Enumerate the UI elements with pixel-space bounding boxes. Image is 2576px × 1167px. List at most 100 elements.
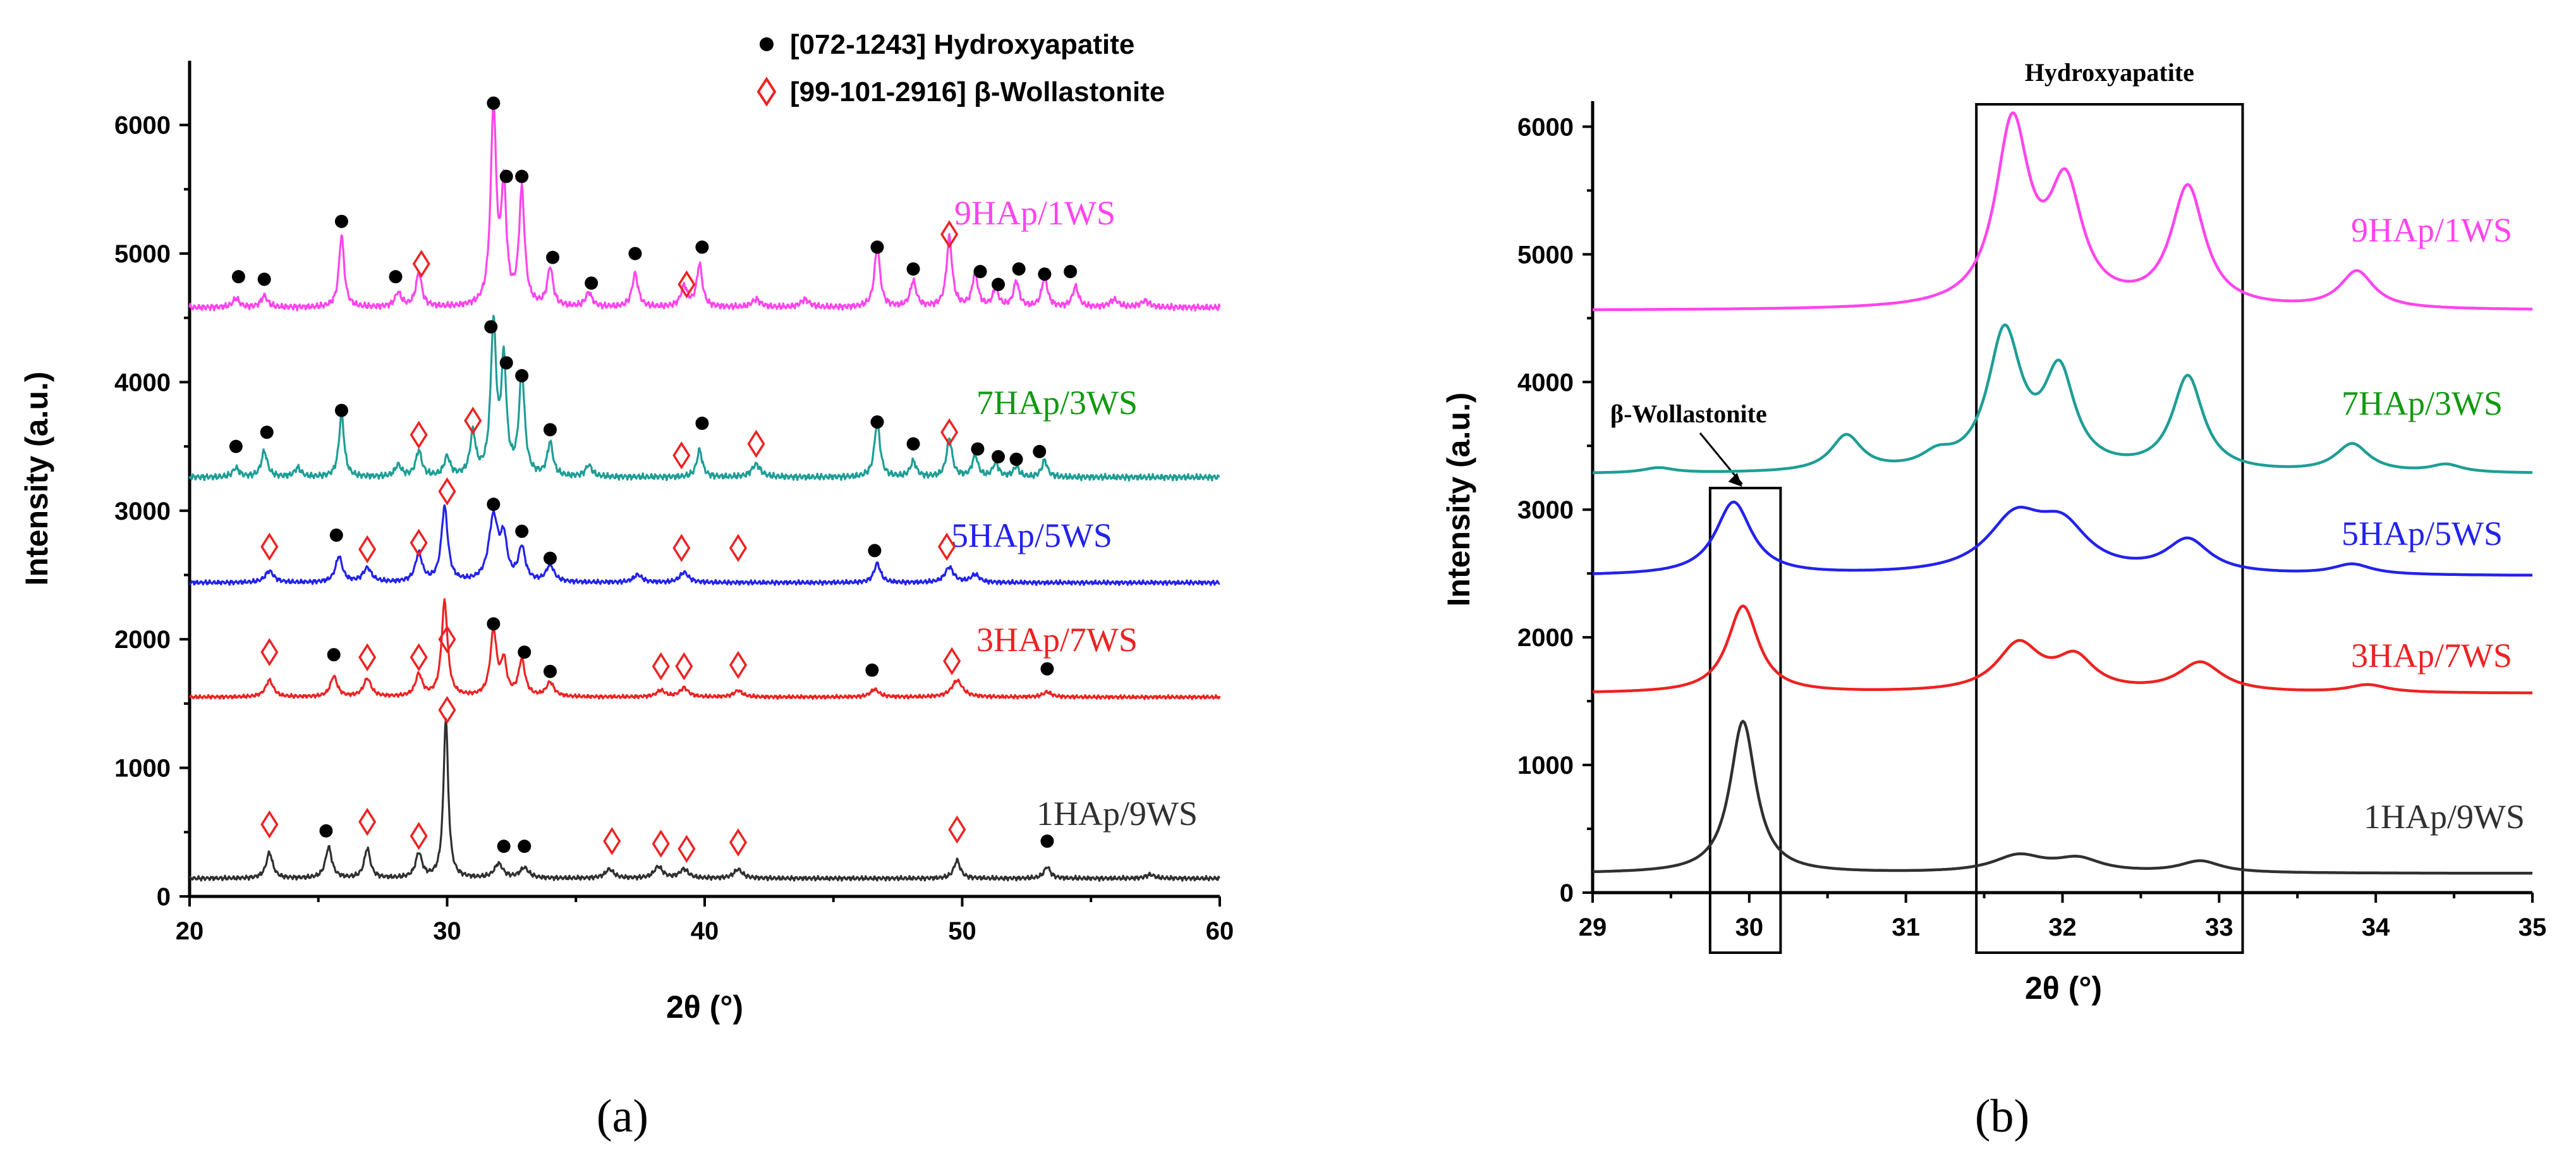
hydroxyapatite-marker [515, 524, 529, 538]
wollastonite-marker [675, 652, 693, 681]
hydroxyapatite-marker [695, 417, 709, 431]
y-tick-label: 5000 [114, 240, 171, 268]
hydroxyapatite-marker [499, 356, 513, 370]
wollastonite-marker [438, 625, 456, 654]
series-label: 9HAp/1WS [954, 194, 1115, 232]
wollastonite-marker [260, 532, 279, 561]
series-line [1593, 323, 2533, 474]
hydroxyapatite-marker [484, 320, 498, 334]
legend-hydroxyapatite-marker [760, 37, 774, 51]
hydroxyapatite-marker [544, 551, 557, 565]
hydroxyapatite-marker [497, 840, 511, 853]
series-line [188, 101, 1221, 312]
series-line [189, 598, 1221, 700]
series-label: 3HAp/7WS [976, 621, 1138, 659]
hydroxyapatite-marker [1040, 834, 1054, 848]
hydroxyapatite-marker [327, 648, 341, 662]
hydroxyapatite-marker [1033, 444, 1047, 458]
hydroxyapatite-marker [973, 265, 987, 279]
wollastonite-marker [943, 647, 961, 676]
series-label: 9HAp/1WS [2351, 211, 2512, 249]
y-tick-label: 4000 [1517, 369, 1574, 396]
hydroxyapatite-marker [1040, 662, 1054, 676]
series-label: 5HAp/5WS [2342, 515, 2503, 553]
y-tick-label: 4000 [114, 369, 171, 396]
panel-a-y-axis-label: Intensity (a.u.) [19, 372, 54, 586]
hydroxyapatite-marker [518, 645, 532, 659]
hydroxyapatite-marker [865, 663, 879, 677]
panel-a-chart: 20 30 40 50 60 0 1000 2000 3000 4000 5000 6000 9HAp… [19, 29, 1234, 1142]
series-label: 1HAp/9WS [2364, 798, 2525, 836]
series-line [1592, 719, 2532, 875]
hydroxyapatite-marker [231, 270, 245, 284]
hydroxyapatite-marker [515, 169, 529, 183]
legend-wollastonite-marker [756, 76, 777, 107]
hydroxyapatite-marker [1064, 265, 1078, 279]
wollastonite-marker [729, 534, 748, 563]
y-tick-label: 1000 [114, 755, 171, 783]
series-line [188, 314, 1220, 482]
wollastonite-marker [948, 815, 966, 844]
x-tick-label: 32 [2048, 913, 2077, 941]
hydroxyapatite-marker [546, 250, 560, 264]
hydroxyapatite-marker [992, 449, 1005, 463]
wollastonite-marker [677, 834, 696, 864]
hydroxyapatite-marker [1012, 262, 1026, 276]
hydroxyapatite-marker [487, 498, 501, 511]
y-tick-label: 1000 [1517, 752, 1574, 779]
wollastonite-marker [747, 429, 765, 458]
series-label: 5HAp/5WS [951, 516, 1112, 554]
wollastonite-marker [410, 420, 428, 449]
wollastonite-marker [438, 695, 456, 724]
y-tick-label: 3000 [1517, 496, 1574, 524]
hydroxyapatite-marker [906, 262, 920, 276]
hydroxyapatite-marker [1038, 267, 1052, 281]
wollastonite-marker [672, 534, 691, 563]
hydroxyapatite-marker [515, 369, 529, 382]
series-label: 7HAp/3WS [2342, 384, 2503, 422]
x-tick-label: 30 [433, 917, 461, 945]
wollastonite-marker [937, 532, 956, 561]
wollastonite-marker [358, 643, 377, 671]
panel-a-legend: [072-1243] Hydroxyapatite [99-101-2916] … [756, 29, 1165, 107]
arrow-head-icon [1728, 473, 1742, 487]
panel-b-label: (b) [1975, 1091, 2029, 1142]
hydroxyapatite-marker [257, 272, 271, 286]
hydroxyapatite-marker [487, 96, 501, 110]
x-tick-label: 30 [1735, 913, 1764, 941]
hydroxyapatite-region-box [1975, 103, 2244, 954]
hydroxyapatite-marker [585, 276, 598, 290]
y-tick-label: 6000 [114, 112, 171, 140]
hydroxyapatite-marker [544, 423, 557, 437]
hydroxyapatite-marker [334, 214, 348, 228]
y-tick-label: 6000 [1517, 113, 1574, 141]
hydroxyapatite-marker [229, 439, 243, 453]
x-tick-label: 40 [691, 917, 719, 945]
panel-b-chart: 29 30 31 32 33 34 350100020003000400050006000 … [1441, 58, 2546, 1142]
series-label: 7HAp/3WS [976, 384, 1138, 422]
hydroxyapatite-marker [870, 415, 884, 429]
wollastonite-marker [940, 418, 959, 447]
series-line [1592, 500, 2533, 577]
wollastonite-marker [729, 828, 748, 857]
hydroxyapatite-marker [487, 617, 501, 631]
panel-a-x-axis-label: 2θ (°) [666, 989, 743, 1025]
series-line [188, 504, 1220, 586]
wollastonite-marker [412, 250, 430, 278]
y-tick-label: 0 [157, 883, 171, 911]
y-tick-label: 2000 [114, 626, 171, 654]
y-tick-label: 2000 [1517, 624, 1574, 652]
panel-b-y-axis-label: Intensity (a.u.) [1441, 393, 1476, 607]
series-line [1592, 604, 2532, 695]
hydroxyapatite-marker [544, 664, 557, 678]
x-tick-label: 29 [1579, 913, 1607, 941]
series-label: 1HAp/9WS [1036, 795, 1198, 833]
hydroxyapatite-marker [518, 840, 532, 853]
hydroxyapatite-marker [260, 425, 274, 439]
hydroxyapatite-marker [628, 247, 642, 260]
hydroxyapatite-marker [319, 824, 333, 838]
hydroxyapatite-marker [870, 240, 884, 254]
hydroxyapatite-marker [868, 544, 882, 558]
series-line [188, 718, 1220, 882]
